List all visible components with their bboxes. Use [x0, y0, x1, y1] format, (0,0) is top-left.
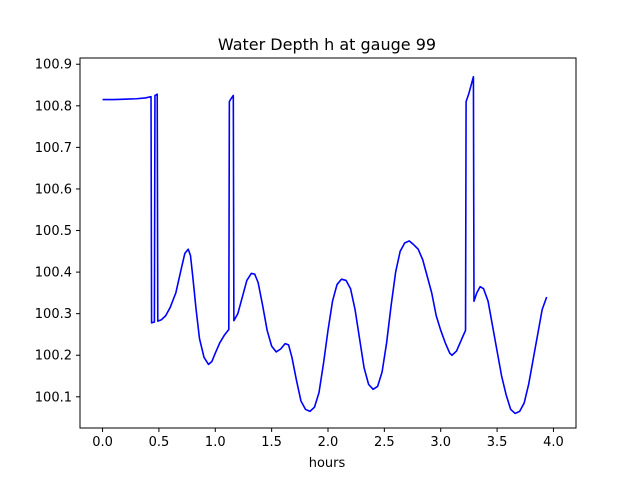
x-tick-label: 0.5 [149, 435, 170, 450]
x-tick-label: 4.0 [543, 435, 564, 450]
y-tick-label: 100.6 [35, 182, 72, 197]
x-tick-label: 3.5 [487, 435, 508, 450]
x-tick-label: 0.0 [92, 435, 113, 450]
plot-frame [79, 57, 577, 429]
plot-background [80, 58, 576, 428]
y-tick-label: 100.1 [35, 390, 72, 405]
x-axis-ticks: 0.0 0.5 1.0 1.5 2.0 2.5 3.0 3.5 4.0 [92, 428, 564, 450]
x-tick-label: 2.5 [374, 435, 395, 450]
y-tick-label: 100.2 [35, 349, 72, 364]
y-axis-ticks: 100.1 100.2 100.3 100.4 100.5 100.6 100.7 100.8… [35, 58, 80, 405]
x-tick-label: 3.0 [430, 435, 451, 450]
y-tick-label: 100.8 [35, 99, 72, 114]
chart-title: Water Depth h at gauge 99 [218, 35, 436, 54]
y-tick-label: 100.3 [35, 307, 72, 322]
plot-area: 0.0 0.5 1.0 1.5 2.0 2.5 3.0 3.5 4.0 100.1100.210… [35, 57, 577, 450]
y-tick-label: 100.4 [35, 266, 72, 281]
y-tick-label: 100.9 [35, 58, 72, 73]
x-tick-label: 1.0 [205, 435, 226, 450]
x-tick-label: 1.5 [261, 435, 282, 450]
x-tick-label: 2.0 [318, 435, 339, 450]
y-tick-label: 100.7 [35, 141, 72, 156]
series-line-water-depth [102, 75, 548, 415]
x-axis-label: hours [309, 456, 346, 471]
y-tick-label: 100.5 [35, 224, 72, 239]
